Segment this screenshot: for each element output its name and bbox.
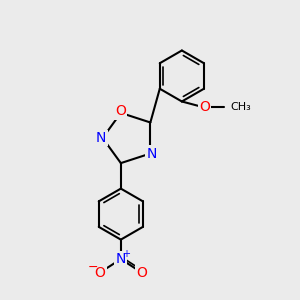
Text: O: O [94, 266, 105, 280]
Text: N: N [116, 252, 126, 266]
Text: O: O [136, 266, 147, 280]
Text: CH₃: CH₃ [230, 103, 251, 112]
Text: O: O [115, 104, 126, 118]
Text: +: + [122, 249, 130, 259]
Text: O: O [199, 100, 210, 115]
Text: N: N [147, 146, 157, 161]
Text: N: N [96, 131, 106, 145]
Text: −: − [88, 261, 98, 274]
